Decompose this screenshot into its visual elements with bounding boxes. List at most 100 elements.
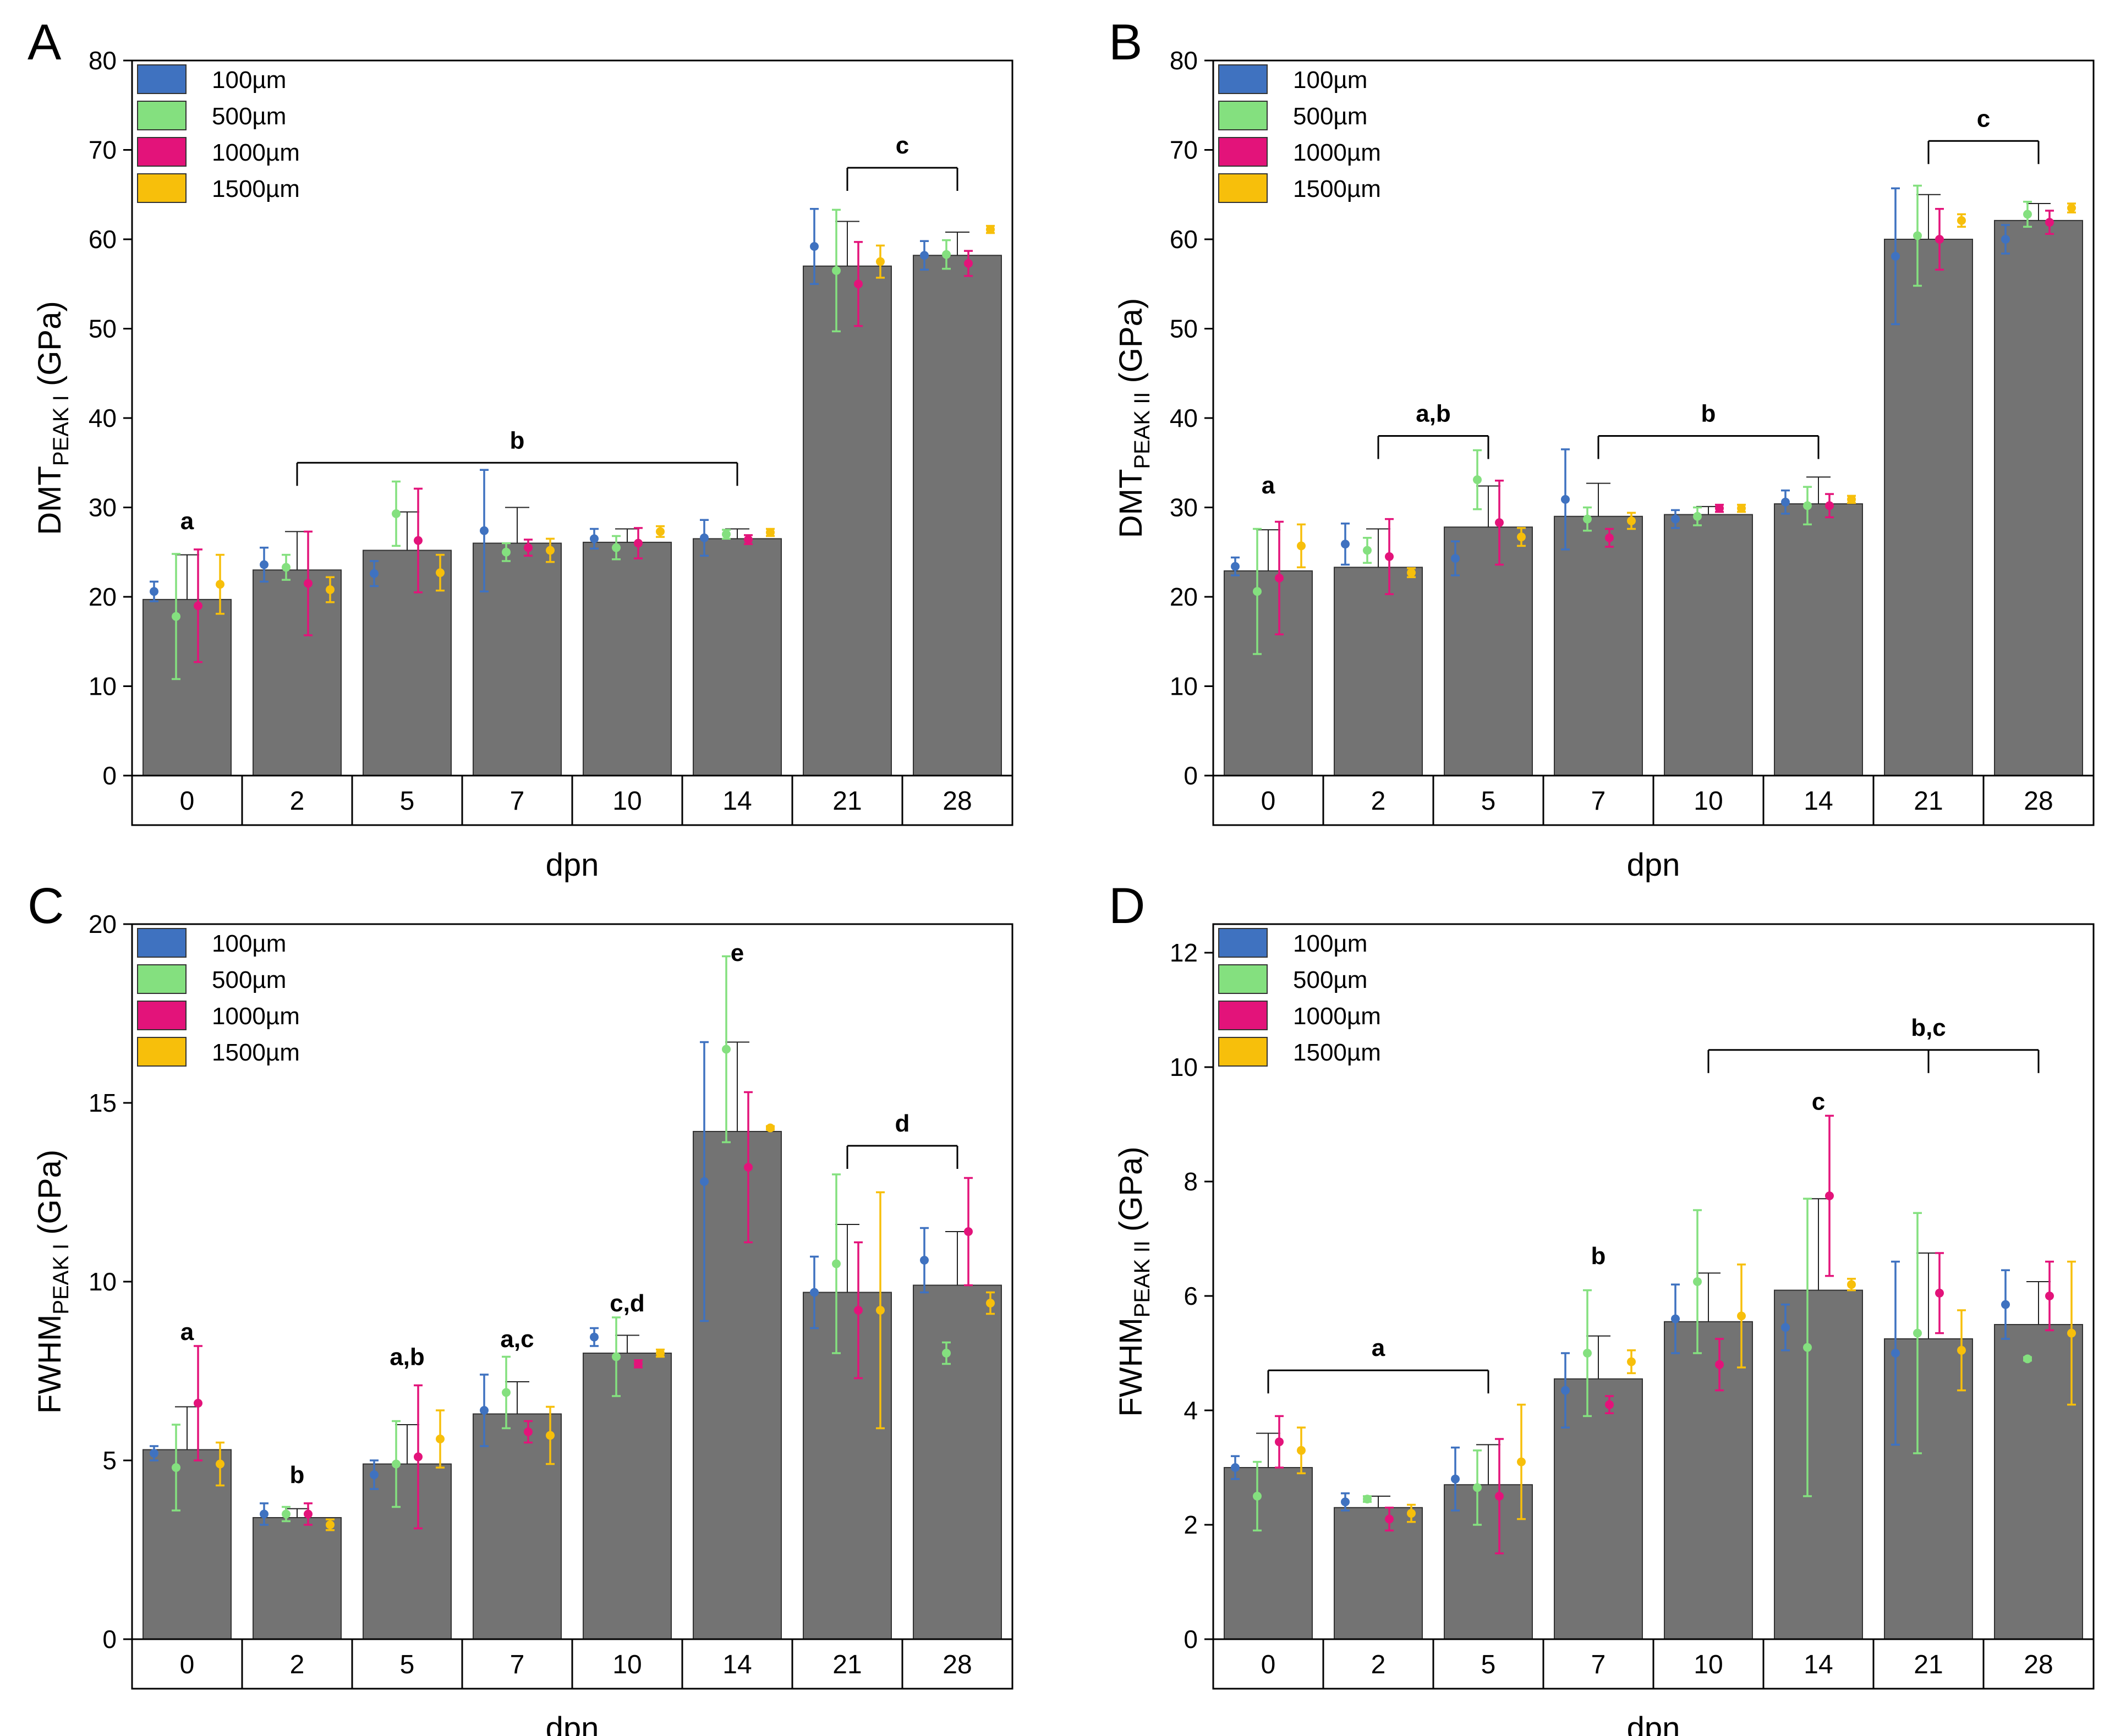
y-axis-title: DMTPEAK I (GPa)	[32, 301, 73, 535]
y-tick-label: 8	[1183, 1167, 1198, 1196]
x-category-label: 28	[2024, 1650, 2053, 1679]
series-point	[150, 587, 158, 596]
panel-letter: B	[1109, 14, 1142, 70]
x-category-label: 2	[1371, 1650, 1386, 1679]
series-point	[194, 601, 202, 611]
y-tick-label: 80	[1170, 46, 1198, 75]
y-tick-label: 0	[1183, 761, 1198, 790]
series-point	[722, 530, 731, 539]
legend-label: 1500µm	[1293, 175, 1381, 202]
bar	[473, 1413, 562, 1640]
panel-letter: C	[28, 878, 64, 934]
y-tick-label: 0	[102, 761, 117, 790]
legend-label: 1000µm	[212, 139, 300, 166]
series-point	[590, 534, 599, 543]
y-axis-title-subscript: PEAK II	[1130, 1240, 1154, 1317]
legend-label: 1500µm	[1293, 1039, 1381, 1066]
x-category-label: 0	[1261, 787, 1276, 816]
y-tick-label: 50	[1170, 315, 1198, 343]
series-point	[1517, 1457, 1526, 1466]
significance-label: b	[1701, 400, 1716, 427]
bar	[143, 598, 232, 776]
series-point	[2001, 235, 2010, 244]
series-point	[1341, 1497, 1350, 1507]
x-axis-title: dpn	[1627, 1711, 1680, 1736]
series-point	[766, 1123, 775, 1133]
y-tick-label: 10	[1170, 672, 1198, 701]
series-point	[810, 1288, 819, 1297]
significance-label: a,c	[500, 1326, 534, 1353]
bar	[1774, 503, 1863, 776]
bar	[1444, 1484, 1533, 1640]
series-point	[656, 1349, 665, 1358]
series-point	[1407, 1509, 1416, 1518]
series-point	[326, 585, 335, 594]
series-point	[194, 1399, 202, 1408]
series-point	[964, 259, 973, 268]
series-point	[2067, 204, 2076, 213]
y-tick-label: 70	[1170, 136, 1198, 164]
series-point	[1935, 1288, 1944, 1298]
y-tick-label: 2	[1183, 1510, 1198, 1539]
bar	[693, 1131, 782, 1640]
bar	[583, 541, 672, 776]
series-point	[304, 579, 313, 588]
series-point	[260, 560, 269, 569]
legend-swatch	[1218, 964, 1268, 994]
series-point	[172, 612, 180, 621]
significance-label: a	[1372, 1334, 1385, 1361]
series-point	[524, 1427, 533, 1436]
series-point	[876, 257, 885, 266]
series-point	[744, 1163, 753, 1172]
series-point	[150, 1449, 158, 1458]
series-point	[1737, 504, 1746, 513]
series-point	[1605, 533, 1614, 542]
series-point	[1253, 587, 1262, 596]
y-tick-label: 10	[1170, 1053, 1198, 1081]
legend-swatch	[137, 964, 187, 994]
significance-label: c	[1812, 1088, 1825, 1115]
series-point	[1297, 1446, 1306, 1455]
bar	[1554, 515, 1643, 776]
series-point	[1957, 1345, 1966, 1355]
x-category-label: 10	[1694, 787, 1723, 816]
x-category-label: 0	[180, 1650, 195, 1679]
series-point	[304, 1509, 313, 1519]
y-tick-label: 20	[89, 583, 117, 611]
y-axis-title-unit: (GPa)	[1113, 298, 1149, 392]
series-point	[700, 1177, 709, 1186]
y-tick-label: 50	[89, 315, 117, 343]
series-point	[1825, 1191, 1834, 1200]
series-point	[942, 1349, 951, 1358]
x-category-label: 28	[943, 1650, 972, 1679]
series-point	[1781, 1323, 1790, 1332]
significance-label: a,b	[390, 1344, 425, 1371]
series-point	[854, 279, 863, 289]
y-tick-label: 10	[89, 1267, 117, 1296]
series-point	[172, 1463, 180, 1472]
x-category-label: 21	[1914, 787, 1943, 816]
x-category-label: 21	[832, 787, 862, 816]
series-point	[1627, 516, 1636, 525]
x-category-label: 28	[2024, 787, 2053, 816]
legend-swatch	[1218, 928, 1268, 958]
series-point	[986, 1299, 995, 1308]
y-tick-label: 0	[102, 1625, 117, 1653]
legend-swatch	[1218, 1001, 1268, 1030]
significance-label: b	[290, 1462, 305, 1488]
y-tick-label: 12	[1170, 938, 1198, 967]
bar	[1334, 567, 1423, 776]
series-point	[1451, 554, 1460, 563]
series-point	[1913, 1328, 1922, 1338]
series-point	[216, 1459, 224, 1469]
legend-label: 1000µm	[1293, 139, 1381, 166]
x-category-label: 5	[400, 1650, 415, 1679]
y-tick-label: 5	[102, 1446, 117, 1475]
legend-label: 500µm	[212, 966, 286, 993]
y-tick-label: 80	[89, 46, 117, 75]
panel-c: 05101520aba,ba,cc,ded100µm500µm1000µm150…	[28, 878, 1013, 1736]
series-point	[1935, 235, 1944, 244]
legend-label: 1000µm	[212, 1003, 300, 1030]
y-axis-title-subscript: PEAK I	[49, 395, 73, 466]
x-axis-title: dpn	[1627, 847, 1680, 883]
